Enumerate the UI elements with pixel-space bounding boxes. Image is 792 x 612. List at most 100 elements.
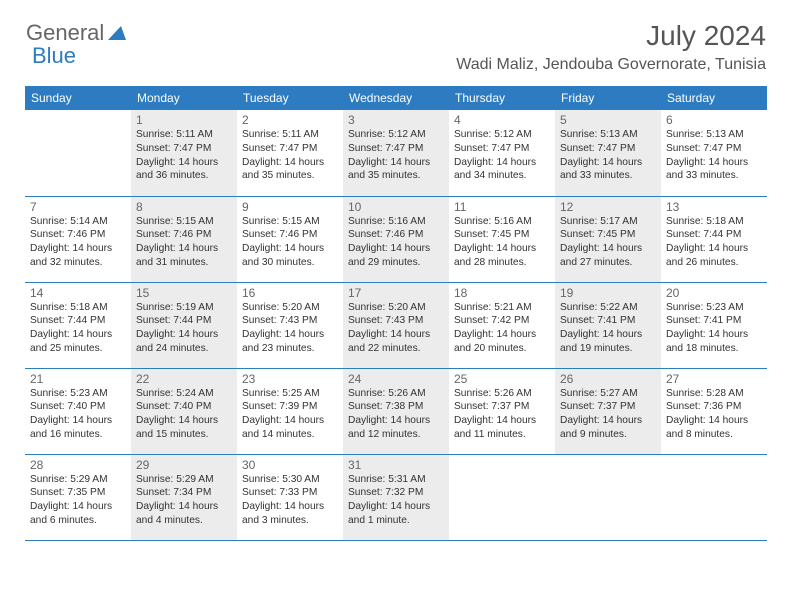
day-number: 10 xyxy=(348,200,444,214)
day-number: 4 xyxy=(454,113,550,127)
location-subtitle: Wadi Maliz, Jendouba Governorate, Tunisi… xyxy=(456,56,766,74)
day-details: Sunrise: 5:18 AMSunset: 7:44 PMDaylight:… xyxy=(30,301,126,356)
day-details: Sunrise: 5:19 AMSunset: 7:44 PMDaylight:… xyxy=(136,301,232,356)
day-details: Sunrise: 5:26 AMSunset: 7:38 PMDaylight:… xyxy=(348,387,444,442)
day-details: Sunrise: 5:15 AMSunset: 7:46 PMDaylight:… xyxy=(242,215,338,270)
week-row: 7Sunrise: 5:14 AMSunset: 7:46 PMDaylight… xyxy=(25,196,767,282)
day-number: 1 xyxy=(136,113,232,127)
day-number: 25 xyxy=(454,372,550,386)
day-cell-21: 21Sunrise: 5:23 AMSunset: 7:40 PMDayligh… xyxy=(25,368,131,454)
day-details: Sunrise: 5:21 AMSunset: 7:42 PMDaylight:… xyxy=(454,301,550,356)
day-number: 18 xyxy=(454,286,550,300)
day-cell-6: 6Sunrise: 5:13 AMSunset: 7:47 PMDaylight… xyxy=(661,110,767,196)
empty-cell xyxy=(449,454,555,540)
day-details: Sunrise: 5:14 AMSunset: 7:46 PMDaylight:… xyxy=(30,215,126,270)
day-cell-8: 8Sunrise: 5:15 AMSunset: 7:46 PMDaylight… xyxy=(131,196,237,282)
day-number: 7 xyxy=(30,200,126,214)
title-block: July 2024 Wadi Maliz, Jendouba Governora… xyxy=(456,20,766,74)
day-details: Sunrise: 5:23 AMSunset: 7:41 PMDaylight:… xyxy=(666,301,762,356)
day-number: 9 xyxy=(242,200,338,214)
day-number: 12 xyxy=(560,200,656,214)
day-details: Sunrise: 5:12 AMSunset: 7:47 PMDaylight:… xyxy=(454,128,550,183)
day-details: Sunrise: 5:24 AMSunset: 7:40 PMDaylight:… xyxy=(136,387,232,442)
day-cell-10: 10Sunrise: 5:16 AMSunset: 7:46 PMDayligh… xyxy=(343,196,449,282)
day-details: Sunrise: 5:31 AMSunset: 7:32 PMDaylight:… xyxy=(348,473,444,528)
day-cell-27: 27Sunrise: 5:28 AMSunset: 7:36 PMDayligh… xyxy=(661,368,767,454)
day-number: 13 xyxy=(666,200,762,214)
day-details: Sunrise: 5:16 AMSunset: 7:45 PMDaylight:… xyxy=(454,215,550,270)
day-header-wednesday: Wednesday xyxy=(343,86,449,110)
day-cell-30: 30Sunrise: 5:30 AMSunset: 7:33 PMDayligh… xyxy=(237,454,343,540)
day-details: Sunrise: 5:13 AMSunset: 7:47 PMDaylight:… xyxy=(666,128,762,183)
day-details: Sunrise: 5:29 AMSunset: 7:35 PMDaylight:… xyxy=(30,473,126,528)
empty-cell xyxy=(25,110,131,196)
logo-text-blue: Blue xyxy=(32,43,76,68)
day-number: 27 xyxy=(666,372,762,386)
day-details: Sunrise: 5:28 AMSunset: 7:36 PMDaylight:… xyxy=(666,387,762,442)
day-header-monday: Monday xyxy=(131,86,237,110)
day-details: Sunrise: 5:23 AMSunset: 7:40 PMDaylight:… xyxy=(30,387,126,442)
day-number: 14 xyxy=(30,286,126,300)
day-number: 30 xyxy=(242,458,338,472)
day-number: 8 xyxy=(136,200,232,214)
day-cell-31: 31Sunrise: 5:31 AMSunset: 7:32 PMDayligh… xyxy=(343,454,449,540)
week-row: 1Sunrise: 5:11 AMSunset: 7:47 PMDaylight… xyxy=(25,110,767,196)
day-cell-24: 24Sunrise: 5:26 AMSunset: 7:38 PMDayligh… xyxy=(343,368,449,454)
logo-blue-row: Blue xyxy=(32,43,76,69)
empty-cell xyxy=(555,454,661,540)
day-number: 29 xyxy=(136,458,232,472)
day-cell-9: 9Sunrise: 5:15 AMSunset: 7:46 PMDaylight… xyxy=(237,196,343,282)
day-details: Sunrise: 5:11 AMSunset: 7:47 PMDaylight:… xyxy=(136,128,232,183)
day-number: 15 xyxy=(136,286,232,300)
day-number: 22 xyxy=(136,372,232,386)
day-cell-28: 28Sunrise: 5:29 AMSunset: 7:35 PMDayligh… xyxy=(25,454,131,540)
day-number: 16 xyxy=(242,286,338,300)
logo-triangle-icon xyxy=(108,26,126,45)
day-details: Sunrise: 5:12 AMSunset: 7:47 PMDaylight:… xyxy=(348,128,444,183)
week-row: 14Sunrise: 5:18 AMSunset: 7:44 PMDayligh… xyxy=(25,282,767,368)
day-cell-17: 17Sunrise: 5:20 AMSunset: 7:43 PMDayligh… xyxy=(343,282,449,368)
calendar-body: 1Sunrise: 5:11 AMSunset: 7:47 PMDaylight… xyxy=(25,110,767,540)
day-number: 21 xyxy=(30,372,126,386)
day-cell-29: 29Sunrise: 5:29 AMSunset: 7:34 PMDayligh… xyxy=(131,454,237,540)
day-cell-5: 5Sunrise: 5:13 AMSunset: 7:47 PMDaylight… xyxy=(555,110,661,196)
day-number: 3 xyxy=(348,113,444,127)
day-cell-26: 26Sunrise: 5:27 AMSunset: 7:37 PMDayligh… xyxy=(555,368,661,454)
day-cell-11: 11Sunrise: 5:16 AMSunset: 7:45 PMDayligh… xyxy=(449,196,555,282)
day-cell-2: 2Sunrise: 5:11 AMSunset: 7:47 PMDaylight… xyxy=(237,110,343,196)
day-number: 23 xyxy=(242,372,338,386)
day-details: Sunrise: 5:17 AMSunset: 7:45 PMDaylight:… xyxy=(560,215,656,270)
week-row: 28Sunrise: 5:29 AMSunset: 7:35 PMDayligh… xyxy=(25,454,767,540)
day-header-saturday: Saturday xyxy=(661,86,767,110)
day-details: Sunrise: 5:20 AMSunset: 7:43 PMDaylight:… xyxy=(242,301,338,356)
calendar-header-row: SundayMondayTuesdayWednesdayThursdayFrid… xyxy=(25,86,767,110)
day-details: Sunrise: 5:26 AMSunset: 7:37 PMDaylight:… xyxy=(454,387,550,442)
header: General July 2024 Wadi Maliz, Jendouba G… xyxy=(0,0,792,80)
day-cell-13: 13Sunrise: 5:18 AMSunset: 7:44 PMDayligh… xyxy=(661,196,767,282)
calendar-table: SundayMondayTuesdayWednesdayThursdayFrid… xyxy=(25,86,767,541)
day-details: Sunrise: 5:25 AMSunset: 7:39 PMDaylight:… xyxy=(242,387,338,442)
day-details: Sunrise: 5:16 AMSunset: 7:46 PMDaylight:… xyxy=(348,215,444,270)
empty-cell xyxy=(661,454,767,540)
day-number: 26 xyxy=(560,372,656,386)
day-header-sunday: Sunday xyxy=(25,86,131,110)
day-details: Sunrise: 5:15 AMSunset: 7:46 PMDaylight:… xyxy=(136,215,232,270)
day-cell-4: 4Sunrise: 5:12 AMSunset: 7:47 PMDaylight… xyxy=(449,110,555,196)
day-number: 11 xyxy=(454,200,550,214)
day-header-thursday: Thursday xyxy=(449,86,555,110)
day-header-tuesday: Tuesday xyxy=(237,86,343,110)
day-details: Sunrise: 5:30 AMSunset: 7:33 PMDaylight:… xyxy=(242,473,338,528)
day-cell-12: 12Sunrise: 5:17 AMSunset: 7:45 PMDayligh… xyxy=(555,196,661,282)
day-cell-23: 23Sunrise: 5:25 AMSunset: 7:39 PMDayligh… xyxy=(237,368,343,454)
day-number: 24 xyxy=(348,372,444,386)
day-cell-14: 14Sunrise: 5:18 AMSunset: 7:44 PMDayligh… xyxy=(25,282,131,368)
day-details: Sunrise: 5:22 AMSunset: 7:41 PMDaylight:… xyxy=(560,301,656,356)
week-row: 21Sunrise: 5:23 AMSunset: 7:40 PMDayligh… xyxy=(25,368,767,454)
day-number: 28 xyxy=(30,458,126,472)
day-details: Sunrise: 5:13 AMSunset: 7:47 PMDaylight:… xyxy=(560,128,656,183)
day-number: 20 xyxy=(666,286,762,300)
day-cell-18: 18Sunrise: 5:21 AMSunset: 7:42 PMDayligh… xyxy=(449,282,555,368)
day-cell-25: 25Sunrise: 5:26 AMSunset: 7:37 PMDayligh… xyxy=(449,368,555,454)
day-details: Sunrise: 5:27 AMSunset: 7:37 PMDaylight:… xyxy=(560,387,656,442)
day-cell-22: 22Sunrise: 5:24 AMSunset: 7:40 PMDayligh… xyxy=(131,368,237,454)
